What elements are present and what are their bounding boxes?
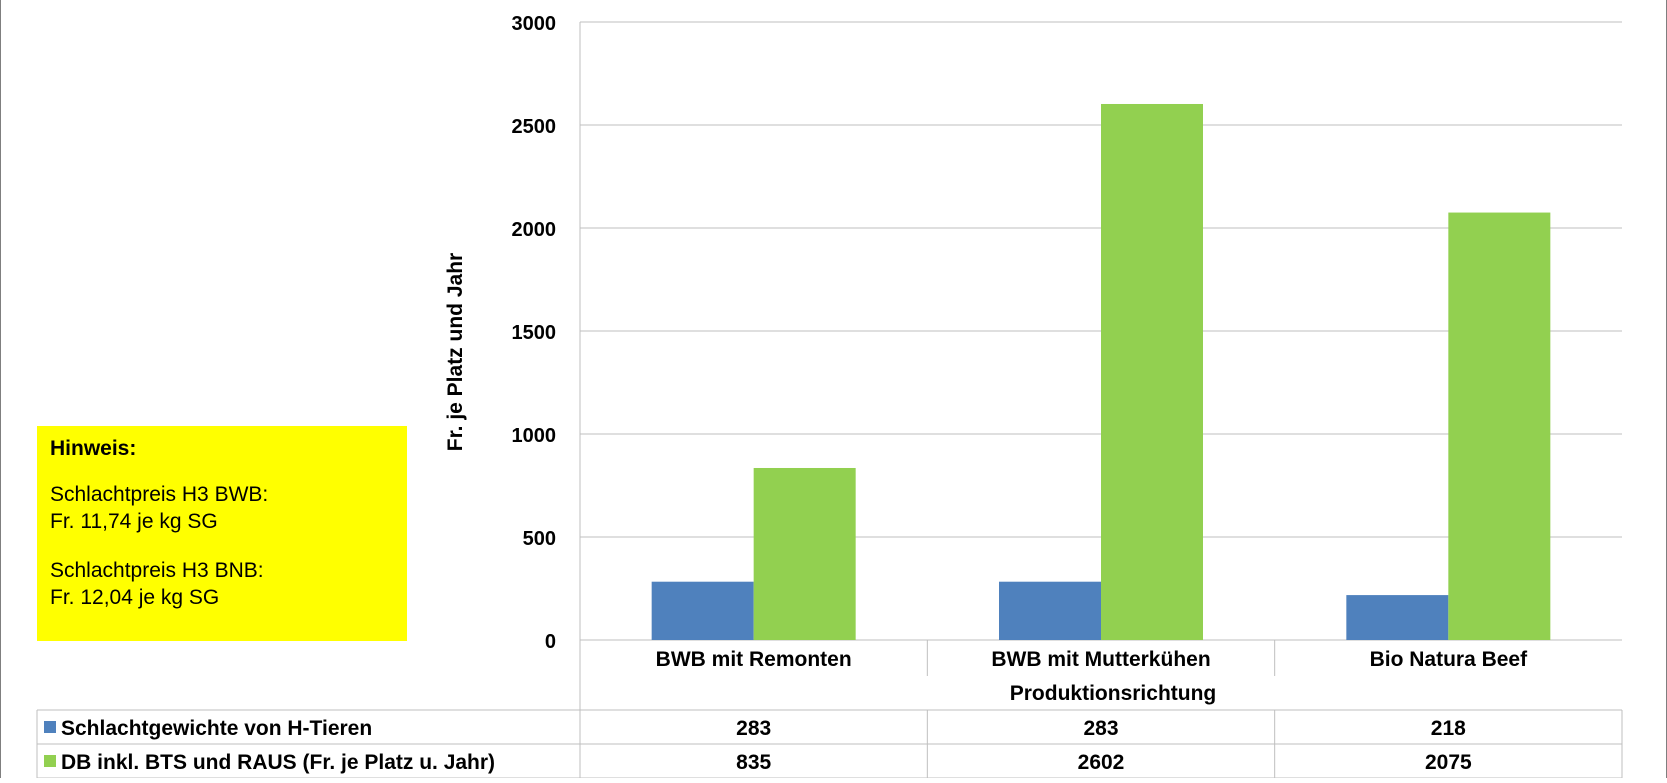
y-axis: 0 500 1000 1500 2000 2500 3000 xyxy=(512,13,1622,778)
y-tick-label: 1500 xyxy=(512,322,557,344)
bar xyxy=(1448,212,1551,641)
table-value: 218 xyxy=(1431,717,1466,740)
note-line: Schlachtpreis H3 BWB: xyxy=(50,483,269,506)
note-line: Fr. 12,04 je kg SG xyxy=(50,586,220,609)
x-tick-label: Bio Natura Beef xyxy=(1370,648,1529,671)
bar xyxy=(753,467,856,640)
y-tick-label: 2000 xyxy=(512,219,557,241)
legend-swatch xyxy=(44,721,56,733)
y-tick-label: 500 xyxy=(523,528,556,550)
bar xyxy=(1346,595,1449,640)
data-table: Schlachtgewichte von H-Tieren 283 283 218 DB… xyxy=(36,640,1623,779)
table-value: 835 xyxy=(736,751,771,774)
table-value: 2602 xyxy=(1078,751,1125,774)
legend-swatch xyxy=(44,755,56,767)
y-tick-label: 2500 xyxy=(512,116,557,138)
table-value: 2075 xyxy=(1425,751,1472,774)
bar xyxy=(999,581,1101,640)
note-box: Hinweis: Schlachtpreis H3 BWB: Fr. 11,74… xyxy=(37,426,407,641)
x-tick-label: BWB mit Remonten xyxy=(656,648,852,671)
legend-label: DB inkl. BTS und RAUS (Fr. je Platz u. J… xyxy=(61,751,495,774)
bar xyxy=(1101,103,1203,641)
bars: BWB mit Remonten BWB mit Mutterkühen Bio N… xyxy=(651,103,1551,671)
table-value: 283 xyxy=(1083,717,1118,740)
y-tick-label: 1000 xyxy=(512,425,557,447)
table-value: 283 xyxy=(736,717,771,740)
x-axis-label: Produktionsrichtung xyxy=(1010,682,1217,705)
note-line: Fr. 11,74 je kg SG xyxy=(50,510,218,533)
note-line: Schlachtpreis H3 BNB: xyxy=(50,559,264,582)
note-title: Hinweis: xyxy=(50,437,137,460)
legend-label: Schlachtgewichte von H-Tieren xyxy=(61,717,372,740)
bar xyxy=(651,581,754,640)
y-tick-label: 0 xyxy=(545,631,556,653)
y-tick-label: 3000 xyxy=(512,13,557,35)
x-tick-label: BWB mit Mutterkühen xyxy=(991,648,1210,671)
y-axis-label: Fr. je Platz und Jahr xyxy=(444,253,467,451)
